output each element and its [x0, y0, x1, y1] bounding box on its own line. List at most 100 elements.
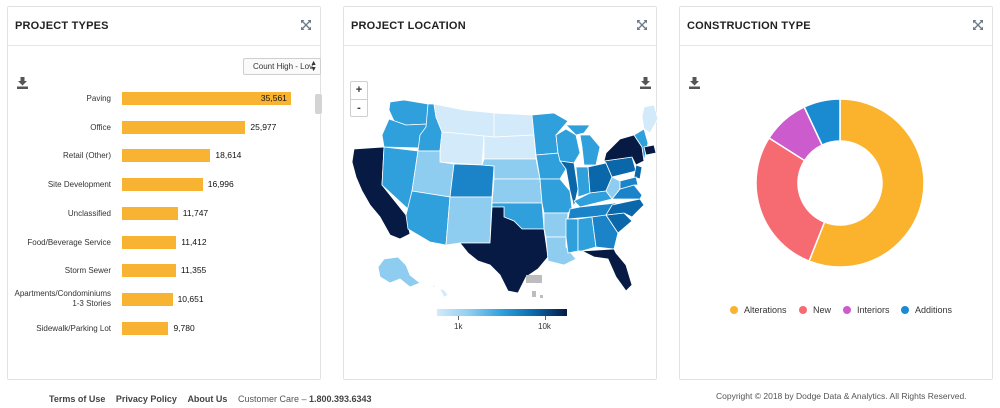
- state-wyoming: [439, 131, 485, 166]
- customer-care-phone[interactable]: 1.800.393.6343: [309, 394, 372, 404]
- state-south-dakota: [483, 134, 537, 160]
- terms-of-use-link[interactable]: Terms of Use: [49, 394, 106, 404]
- territory-guam: [532, 291, 543, 298]
- bar-category-label: Paving: [86, 94, 111, 103]
- state-new-mexico: [445, 196, 493, 246]
- construction-type-panel: CONSTRUCTION TYPE Alterations New Interior…: [679, 6, 993, 380]
- donut-slice-additions[interactable]: [803, 98, 841, 146]
- bar-value-label: 11,747: [182, 207, 209, 218]
- bar-value-label: 35,561: [260, 93, 287, 103]
- state-illinois: [559, 160, 579, 208]
- legend-label: New: [813, 305, 832, 315]
- bar-category-label: Office: [90, 122, 111, 132]
- state-massachusetts: [643, 144, 657, 156]
- bar-category-label: Apartments/Condominiums 1-3 Stories: [14, 288, 111, 308]
- panel-header: PROJECT LOCATION: [344, 7, 656, 46]
- state-mississippi: [565, 218, 579, 254]
- project-types-panel: PROJECT TYPES Count High - Lov ▲ ▼ Paving…: [7, 6, 322, 380]
- legend-swatch: [843, 306, 851, 314]
- privacy-policy-link[interactable]: Privacy Policy: [115, 394, 177, 404]
- legend-tick: [458, 316, 459, 320]
- bar-category-label: Site Development: [47, 180, 111, 190]
- bar[interactable]: [122, 235, 177, 249]
- customer-care-label: Customer Care –: [237, 394, 307, 404]
- state-maryland: [619, 176, 639, 190]
- bar[interactable]: [122, 120, 246, 134]
- bar-value-label: 25,977: [250, 121, 277, 132]
- copyright-text: Copyright © 2018 by Dodge Data & Analyti…: [716, 391, 967, 401]
- bar-value-label: 9,780: [173, 322, 195, 333]
- legend-swatch: [730, 306, 738, 314]
- panel-title: CONSTRUCTION TYPE: [687, 20, 811, 32]
- state-hawaii: [431, 284, 449, 298]
- state-iowa: [535, 152, 567, 180]
- donut-slice-alterations[interactable]: [808, 98, 925, 268]
- expand-icon[interactable]: [972, 19, 984, 31]
- panel-title: PROJECT LOCATION: [351, 20, 466, 32]
- project-location-panel: PROJECT LOCATION: [343, 6, 658, 380]
- state-kansas: [491, 178, 543, 204]
- bar-value-label: 11,355: [180, 265, 207, 276]
- panel-title: PROJECT TYPES: [15, 20, 109, 32]
- us-choropleth-map[interactable]: [344, 7, 658, 307]
- panel-header: CONSTRUCTION TYPE: [680, 7, 992, 46]
- bar-category-label: Retail (Other): [62, 151, 111, 161]
- bar-value-label: 18,614: [215, 150, 242, 161]
- map-color-legend: [437, 309, 567, 316]
- state-colorado: [449, 163, 495, 198]
- legend-item-interiors[interactable]: Interiors: [843, 305, 890, 315]
- sort-arrows-icon: ▲ ▼: [310, 60, 317, 73]
- about-us-link[interactable]: About Us: [187, 394, 228, 404]
- bar[interactable]: [122, 206, 178, 220]
- sort-select[interactable]: Count High - Lov ▲ ▼: [243, 58, 321, 75]
- expand-icon[interactable]: [636, 19, 648, 31]
- legend-tick: [545, 316, 546, 320]
- sort-select-value: Count High - Lov: [253, 62, 314, 71]
- zoom-in-button[interactable]: +: [355, 84, 363, 96]
- bar[interactable]: [122, 292, 173, 306]
- legend-item-alterations[interactable]: Alterations: [730, 305, 787, 315]
- expand-icon[interactable]: [300, 19, 312, 31]
- legend-label: Additions: [915, 305, 953, 315]
- state-arizona: [405, 190, 451, 246]
- legend-swatch: [799, 306, 807, 314]
- map-zoom-controls: + -: [350, 81, 368, 117]
- state-arkansas: [543, 212, 569, 238]
- bar[interactable]: [122, 178, 203, 192]
- download-icon[interactable]: [689, 77, 700, 89]
- bar-category-label: Food/Beverage Service: [27, 237, 111, 247]
- legend-label: Interiors: [857, 305, 890, 315]
- footer-links: Terms of Use Privacy Policy About Us Cus…: [49, 394, 372, 404]
- state-alaska: [377, 256, 421, 288]
- zoom-out-button[interactable]: -: [351, 99, 367, 116]
- legend-item-new[interactable]: New: [799, 305, 831, 315]
- state-north-dakota: [493, 112, 535, 138]
- legend-item-additions[interactable]: Additions: [901, 305, 952, 315]
- bar-value-label: 11,412: [181, 236, 207, 247]
- bar-category-label: Storm Sewer: [64, 266, 111, 276]
- legend-swatch: [901, 306, 909, 314]
- territory-puerto-rico: [526, 275, 542, 283]
- donut-slice-new[interactable]: [755, 136, 826, 263]
- state-florida: [580, 248, 633, 292]
- bar-value-label: 16,996: [207, 179, 234, 190]
- legend-label-high: 10k: [538, 322, 551, 331]
- state-new-jersey: [633, 164, 643, 180]
- download-icon[interactable]: [17, 77, 28, 89]
- legend-label: Alterations: [744, 305, 787, 315]
- state-indiana: [575, 166, 591, 198]
- state-maine: [641, 104, 658, 134]
- bar[interactable]: [122, 321, 169, 335]
- bar[interactable]: [122, 92, 291, 105]
- state-texas: [459, 206, 549, 294]
- bar-value-label: 10,651: [177, 293, 204, 304]
- state-missouri: [539, 178, 573, 214]
- state-alabama: [577, 216, 597, 252]
- construction-type-donut-chart: [755, 98, 925, 268]
- panel-header: PROJECT TYPES: [8, 7, 320, 46]
- download-icon[interactable]: [640, 77, 651, 89]
- bar[interactable]: [122, 264, 176, 278]
- legend-label-low: 1k: [454, 322, 463, 331]
- bar[interactable]: [122, 149, 211, 163]
- scrollbar-thumb[interactable]: [315, 94, 322, 114]
